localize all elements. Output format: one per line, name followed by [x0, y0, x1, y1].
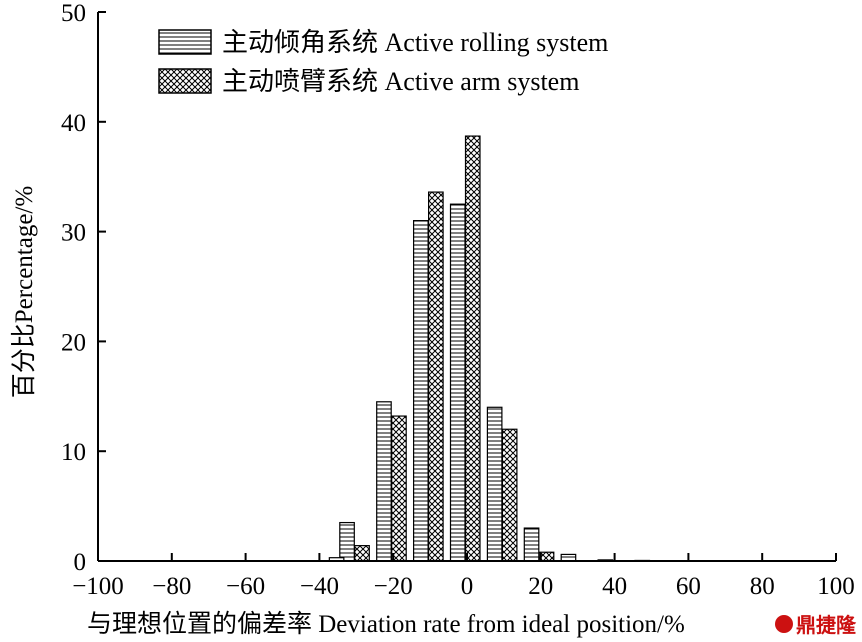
bar-arm: [464, 135, 481, 562]
bar-rolling: [339, 521, 355, 562]
legend: 主动倾角系统 Active rolling system 主动喷臂系统 Acti…: [158, 28, 608, 96]
bar-rolling: [449, 203, 466, 562]
bars-group: [328, 135, 651, 562]
y-axis-title: 百分比Percentage/%: [10, 186, 38, 398]
bar-arm: [354, 545, 370, 562]
y-tick-label: 40: [61, 110, 86, 137]
y-tick-label: 50: [61, 0, 86, 27]
legend-swatch-rolling: [158, 29, 212, 55]
bar-rolling: [413, 220, 429, 562]
y-tick-label: 0: [74, 549, 87, 576]
x-tick-label: 20: [528, 573, 553, 600]
watermark-text: 鼎捷隆: [796, 613, 856, 637]
x-tick-label: 40: [602, 573, 627, 600]
bar-arm: [501, 428, 518, 562]
legend-label-arm: 主动喷臂系统 Active arm system: [222, 67, 579, 96]
x-tick-label: 60: [676, 573, 701, 600]
x-tick-label: −80: [152, 573, 191, 600]
bar-rolling: [486, 406, 503, 562]
bar-rolling: [376, 401, 392, 562]
x-tick-label: −20: [374, 573, 413, 600]
legend-label-rolling: 主动倾角系统 Active rolling system: [222, 28, 608, 57]
x-tick-label: 100: [817, 573, 855, 600]
bar-rolling: [523, 527, 540, 562]
x-axis-title: 与理想位置的偏差率 Deviation rate from ideal posi…: [87, 610, 685, 638]
bar-arm: [428, 191, 444, 562]
bar-arm: [391, 415, 407, 562]
y-tick-label: 30: [61, 220, 86, 247]
watermark-logo: 鼎捷隆: [775, 609, 856, 638]
x-tick-label: 80: [750, 573, 775, 600]
x-axis-ticks: −100 −80 −60 −40 −20 0 20 40 60 80 100: [72, 553, 855, 600]
y-tick-label: 10: [61, 439, 86, 466]
watermark-icon: [775, 614, 793, 633]
x-tick-label: −60: [226, 573, 265, 600]
y-tick-label: 20: [61, 329, 86, 356]
y-axis-ticks: 0 10 20 30 40 50: [61, 0, 106, 576]
x-tick-label: −100: [72, 573, 124, 600]
x-tick-label: 0: [461, 573, 474, 600]
legend-swatch-arm: [158, 68, 212, 94]
x-tick-label: −40: [300, 573, 339, 600]
